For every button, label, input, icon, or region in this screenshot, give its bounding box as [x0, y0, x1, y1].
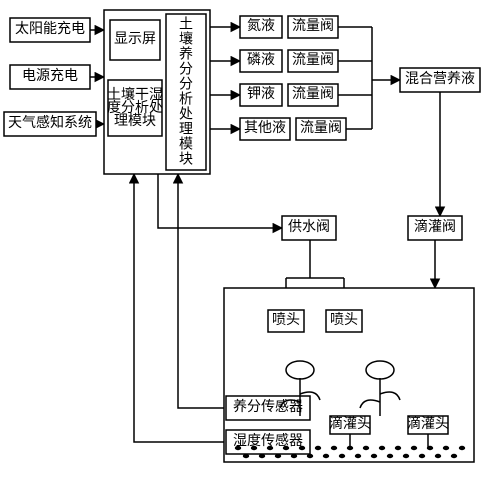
soil-particle	[331, 446, 337, 450]
connector	[134, 174, 226, 442]
drip2-label: 滴灌头	[407, 415, 449, 432]
drip1-label: 滴灌头	[329, 415, 371, 432]
soil-particle	[363, 446, 369, 450]
main_mod-label: 分	[179, 77, 193, 93]
soil-particle	[379, 446, 385, 450]
mix-label: 混合营养液	[405, 71, 475, 87]
connector	[178, 174, 226, 408]
soil-particle	[243, 454, 249, 458]
soil-particle	[267, 446, 273, 450]
main_mod-label: 养	[179, 47, 193, 63]
soil-particle	[435, 454, 441, 458]
main_mod-label: 析	[179, 92, 193, 108]
soil-particle	[443, 446, 449, 450]
display-label: 显示屏	[114, 32, 156, 47]
o_valve-label: 流量阀	[300, 120, 342, 136]
soil-particle	[315, 446, 321, 450]
main_mod-label: 理	[179, 123, 193, 138]
soil-particle	[427, 446, 433, 450]
soil-particle	[387, 454, 393, 458]
soil-particle	[451, 454, 457, 458]
spray1-label: 喷头	[272, 312, 300, 328]
soil-particle	[395, 446, 401, 450]
soil-particle	[275, 454, 281, 458]
spray2-label: 喷头	[330, 312, 358, 328]
soil-particle	[339, 454, 345, 458]
k_valve-label: 流量阀	[292, 86, 334, 102]
soil-particle	[291, 454, 297, 458]
soil-particle	[323, 454, 329, 458]
main_mod-label: 分	[179, 62, 193, 78]
n_valve-label: 流量阀	[292, 18, 334, 34]
connector	[158, 174, 282, 228]
drip_valve-label: 滴灌阀	[414, 218, 456, 235]
p_liq-label: 磷液	[247, 52, 275, 68]
soil-particle	[307, 454, 313, 458]
soil-particle	[347, 446, 353, 450]
soil-particle	[251, 446, 257, 450]
soil-particle	[403, 454, 409, 458]
main_mod-label: 壤	[179, 31, 193, 48]
main_mod-label: 土	[179, 17, 193, 33]
water_valve-label: 供水阀	[288, 219, 330, 235]
soil-particle	[459, 446, 465, 450]
power-label: 电源充电	[22, 68, 78, 84]
soil-particle	[355, 454, 361, 458]
soil-particle	[371, 454, 377, 458]
soil-particle	[235, 446, 241, 450]
soil-particle	[411, 446, 417, 450]
main_mod-label: 块	[179, 152, 193, 168]
solar-label: 太阳能充电	[15, 21, 85, 37]
n_liq-label: 氮液	[247, 18, 275, 34]
main_mod-label: 处	[179, 107, 193, 123]
k_liq-label: 钾液	[247, 86, 275, 102]
main_mod-label: 模	[179, 137, 193, 153]
p_valve-label: 流量阀	[292, 52, 334, 68]
soil-particle	[419, 454, 425, 458]
soil-particle	[259, 454, 265, 458]
humid_mod-label: 理模块	[114, 113, 156, 129]
soil-particle	[283, 446, 289, 450]
soil-particle	[299, 446, 305, 450]
weather-label: 天气感知系统	[8, 114, 92, 131]
o_liq-label: 其他液	[244, 120, 286, 136]
